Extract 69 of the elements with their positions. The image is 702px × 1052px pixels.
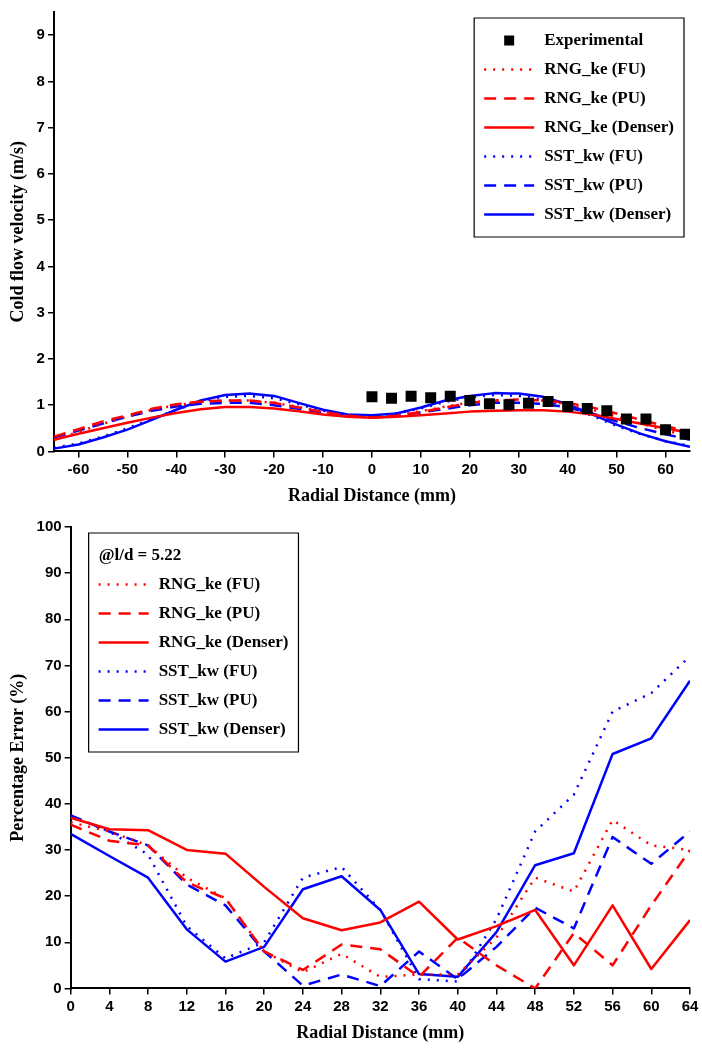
y-tick-label: 0 <box>53 978 62 996</box>
y-tick-label: 2 <box>36 349 45 367</box>
x-tick-label: 0 <box>66 996 75 1014</box>
y-tick-label: 3 <box>36 302 45 320</box>
x-tick-label: -20 <box>263 459 285 477</box>
y-tick-label: 100 <box>36 517 62 535</box>
legend-label: SST_kw (Denser) <box>544 203 672 223</box>
legend-label: SST_kw (FU) <box>544 145 643 165</box>
x-tick-label: 28 <box>333 996 350 1014</box>
y-tick-label: 60 <box>44 701 62 719</box>
y-tick-label: 30 <box>44 840 62 858</box>
x-tick-label: 52 <box>565 996 583 1014</box>
x-tick-label: 64 <box>681 996 699 1014</box>
y-tick-label: 10 <box>44 932 62 950</box>
legend-label: RNG_ke (FU) <box>544 58 646 78</box>
x-tick-label: 60 <box>642 996 660 1014</box>
x-axis-title: Radial Distance (mm) <box>287 484 456 506</box>
y-tick-label: 80 <box>44 609 62 627</box>
legend-label: RNG_ke (Denser) <box>544 116 675 136</box>
y-tick-label: 40 <box>44 793 62 811</box>
y-axis-title: Cold flow velocity (m/s) <box>7 140 29 323</box>
legend-label: SST_kw (PU) <box>158 689 258 709</box>
legend-label: RNG_ke (FU) <box>158 573 261 593</box>
legend-title: @l/d = 5.22 <box>98 544 182 564</box>
x-tick-label: 24 <box>294 996 312 1014</box>
y-tick-label: 70 <box>44 655 62 673</box>
y-tick-label: 1 <box>36 395 45 413</box>
x-tick-label: -60 <box>67 459 90 477</box>
y-tick-label: 4 <box>36 256 46 274</box>
legend-label: RNG_ke (Denser) <box>158 631 289 651</box>
x-tick-label: 12 <box>178 996 196 1014</box>
x-tick-label: 20 <box>461 459 479 477</box>
x-tick-label: 40 <box>449 996 467 1014</box>
y-tick-label: 5 <box>36 210 45 228</box>
x-tick-label: 60 <box>657 459 674 477</box>
x-tick-label: -30 <box>214 459 237 477</box>
legend-label: SST_kw (PU) <box>544 174 643 194</box>
legend-label: Experimental <box>544 29 644 49</box>
y-tick-label: 7 <box>36 117 45 135</box>
x-tick-label: 40 <box>559 459 577 477</box>
x-tick-label: 30 <box>510 459 528 477</box>
y-tick-label: 8 <box>36 71 45 89</box>
x-axis-title: Radial Distance (mm) <box>296 1021 465 1043</box>
x-tick-label: 8 <box>143 996 153 1014</box>
x-tick-label: 44 <box>488 996 506 1014</box>
y-axis-title: Percentage Error (%) <box>7 673 29 842</box>
y-tick-label: 9 <box>36 25 45 43</box>
y-tick-label: 20 <box>44 886 62 904</box>
x-tick-label: 0 <box>367 459 377 477</box>
x-tick-label: -50 <box>116 459 139 477</box>
x-tick-label: 48 <box>526 996 544 1014</box>
y-tick-label: 90 <box>44 563 62 581</box>
legend-label: SST_kw (FU) <box>158 660 258 680</box>
y-tick-label: 6 <box>36 164 45 182</box>
legend-label: SST_kw (Denser) <box>158 718 286 738</box>
y-tick-label: 0 <box>36 441 45 459</box>
legend-label: RNG_ke (PU) <box>544 87 646 107</box>
x-tick-label: -40 <box>165 459 188 477</box>
x-tick-label: 32 <box>371 996 389 1014</box>
y-tick-label: 50 <box>44 747 62 765</box>
legend-label: RNG_ke (PU) <box>158 602 261 622</box>
x-tick-label: -10 <box>312 459 334 477</box>
x-tick-label: 10 <box>412 459 430 477</box>
x-tick-label: 50 <box>608 459 625 477</box>
x-tick-label: 56 <box>604 996 621 1014</box>
x-tick-label: 4 <box>105 996 115 1014</box>
x-tick-label: 20 <box>255 996 273 1014</box>
x-tick-label: 36 <box>410 996 428 1014</box>
x-tick-label: 16 <box>217 996 234 1014</box>
